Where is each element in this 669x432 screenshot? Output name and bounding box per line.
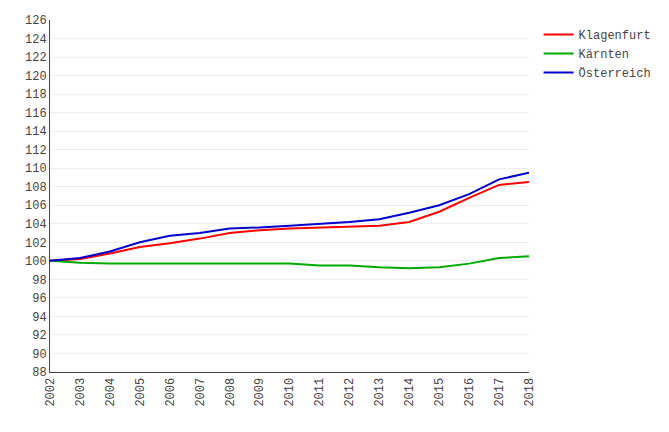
svg-text:114: 114 [25, 125, 47, 139]
svg-text:100: 100 [25, 255, 47, 269]
svg-text:2004: 2004 [104, 378, 118, 407]
svg-text:2011: 2011 [313, 378, 327, 407]
svg-text:102: 102 [25, 237, 47, 251]
svg-text:118: 118 [25, 88, 47, 102]
svg-text:124: 124 [25, 33, 47, 47]
svg-text:2010: 2010 [283, 378, 297, 407]
svg-text:106: 106 [25, 199, 47, 213]
svg-text:2018: 2018 [523, 378, 537, 407]
svg-text:2005: 2005 [134, 378, 148, 407]
svg-text:92: 92 [32, 329, 46, 343]
svg-text:122: 122 [25, 51, 47, 65]
svg-text:116: 116 [25, 107, 47, 121]
svg-text:2007: 2007 [194, 378, 208, 407]
svg-text:90: 90 [32, 348, 46, 362]
svg-text:2016: 2016 [463, 378, 477, 407]
svg-text:112: 112 [25, 144, 47, 158]
svg-text:2003: 2003 [74, 378, 88, 407]
svg-text:88: 88 [32, 366, 46, 380]
svg-text:Kärnten: Kärnten [579, 48, 629, 62]
svg-text:2014: 2014 [403, 378, 417, 407]
svg-text:2013: 2013 [373, 378, 387, 407]
svg-text:Österreich: Österreich [579, 67, 651, 81]
svg-text:94: 94 [32, 311, 46, 325]
svg-text:120: 120 [25, 70, 47, 84]
svg-text:2012: 2012 [343, 378, 357, 407]
svg-text:2017: 2017 [493, 378, 507, 407]
svg-text:2015: 2015 [433, 378, 447, 407]
svg-text:104: 104 [25, 218, 47, 232]
svg-text:126: 126 [25, 14, 47, 28]
svg-text:2002: 2002 [44, 378, 58, 407]
svg-text:96: 96 [32, 292, 46, 306]
svg-text:98: 98 [32, 274, 46, 288]
svg-text:2009: 2009 [253, 378, 267, 407]
svg-text:108: 108 [25, 181, 47, 195]
svg-text:110: 110 [25, 162, 47, 176]
svg-text:2008: 2008 [224, 378, 238, 407]
svg-text:2006: 2006 [164, 378, 178, 407]
svg-text:Klagenfurt: Klagenfurt [579, 29, 651, 43]
